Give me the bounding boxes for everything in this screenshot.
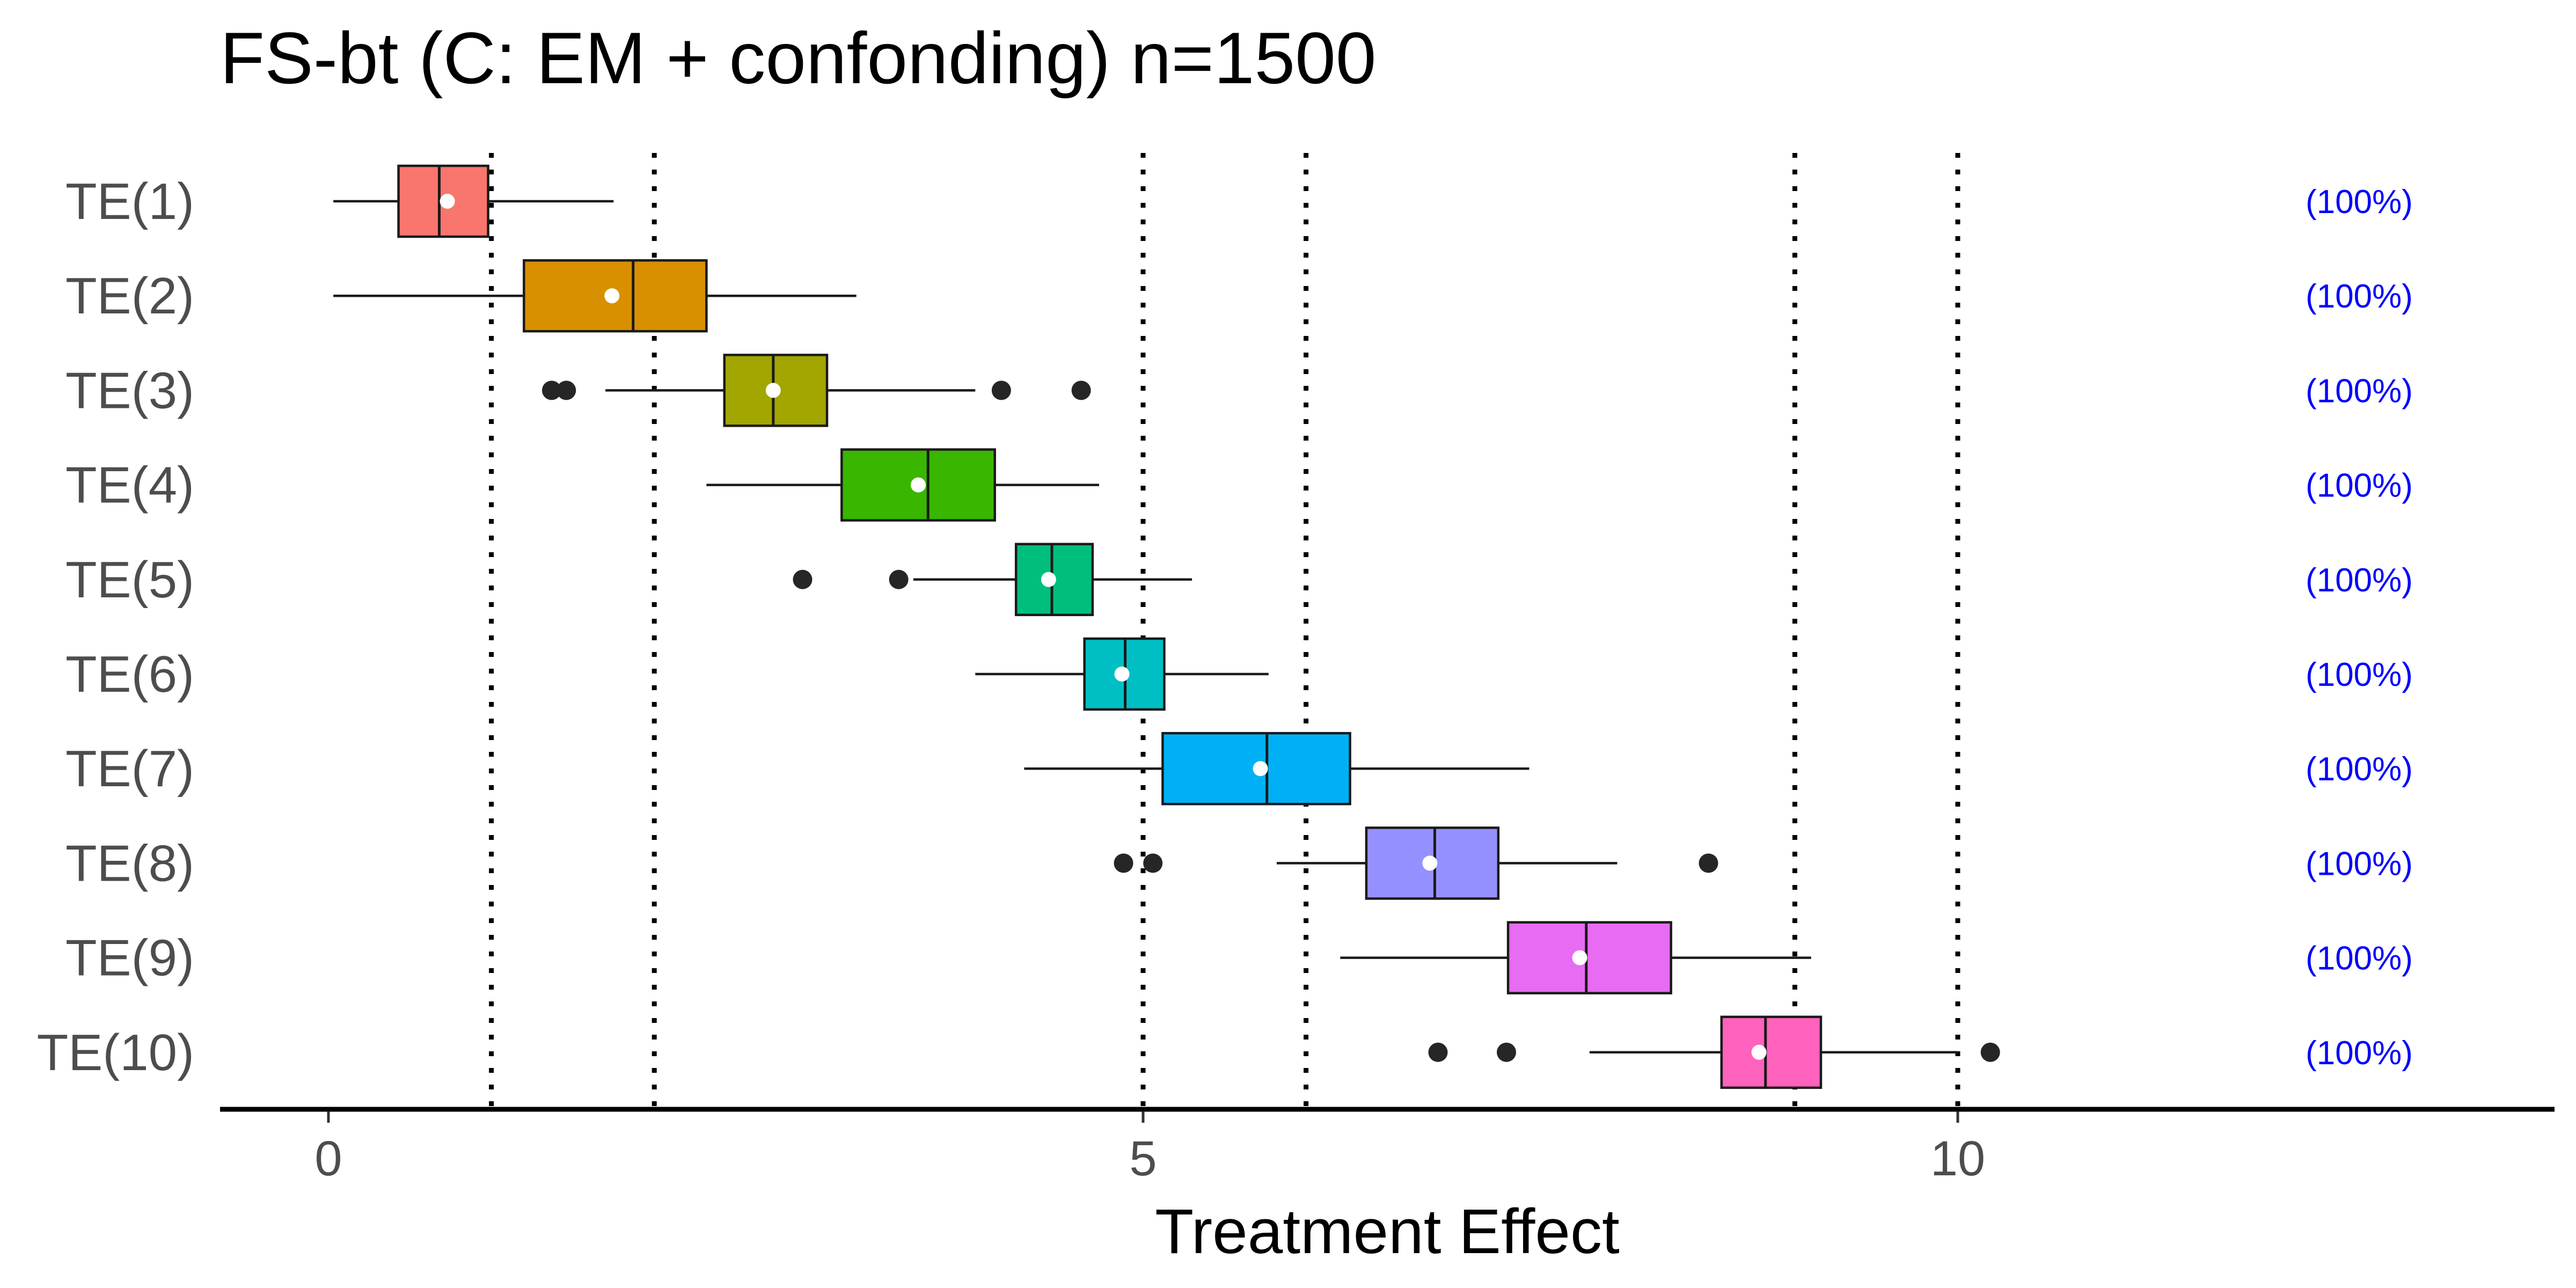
mean-point: [1041, 572, 1056, 587]
box-iqr: [1506, 921, 1672, 994]
annotation-label: (100%): [2306, 372, 2413, 409]
annotation-labels: (100%) (100%) (100%) (100%) (100%) (100%) (100…: [2306, 184, 2413, 1072]
outlier-point: [991, 380, 1011, 400]
category-label: TE(4): [65, 457, 194, 514]
outlier-point: [557, 380, 576, 400]
annotation-label: (100%): [2306, 1035, 2413, 1072]
category-label: TE(10): [37, 1024, 194, 1081]
outlier-point: [793, 569, 813, 589]
outlier-point: [1497, 1042, 1517, 1062]
annotation-label: (100%): [2306, 278, 2413, 315]
box-1: [333, 164, 614, 238]
category-label: TE(1): [65, 173, 194, 230]
annotation-label: (100%): [2306, 184, 2413, 221]
x-tick-label: 5: [1129, 1131, 1157, 1186]
x-tick-label: 0: [314, 1131, 342, 1186]
box-series: [333, 164, 2000, 1089]
box-8: [1114, 826, 1718, 900]
mean-point: [1114, 667, 1130, 682]
category-labels: TE(1) TE(2) TE(3) TE(4) TE(5) TE(6) TE(7) TE(8)…: [37, 173, 194, 1081]
category-label: TE(2): [65, 267, 194, 325]
category-label: TE(6): [65, 646, 194, 703]
box-4: [706, 448, 1100, 522]
box-9: [1340, 921, 1811, 994]
outlier-point: [1699, 853, 1718, 873]
mean-point: [440, 194, 455, 209]
mean-point: [911, 477, 926, 493]
annotation-label: (100%): [2306, 751, 2413, 788]
outlier-point: [1980, 1042, 2000, 1062]
box-7: [1024, 731, 1529, 806]
category-label: TE(5): [65, 551, 194, 609]
category-label: TE(8): [65, 835, 194, 892]
box-10: [1428, 1015, 2000, 1089]
box-3: [541, 354, 1091, 427]
chart-title: FS-bt (C: EM + confonding) n=1500: [220, 17, 1377, 99]
mean-point: [1422, 855, 1438, 871]
annotation-label: (100%): [2306, 467, 2413, 504]
outlier-point: [1143, 853, 1163, 873]
x-axis-title: Treatment Effect: [1155, 1196, 1620, 1267]
annotation-label: (100%): [2306, 845, 2413, 882]
box-6: [975, 637, 1269, 711]
mean-point: [1572, 950, 1587, 965]
outlier-point: [541, 380, 561, 400]
outlier-point: [1428, 1042, 1448, 1062]
box-iqr: [1720, 1015, 1823, 1089]
mean-point: [765, 383, 781, 398]
outlier-point: [889, 569, 909, 589]
outlier-point: [1114, 853, 1133, 873]
x-axis-ticks: 0 5 10: [314, 1111, 1985, 1186]
outlier-point: [1071, 380, 1091, 400]
box-5: [793, 543, 1192, 617]
mean-point: [1253, 761, 1268, 777]
box-2: [333, 259, 857, 333]
annotation-label: (100%): [2306, 940, 2413, 977]
mean-point: [1751, 1044, 1767, 1060]
x-tick-label: 10: [1930, 1131, 1985, 1186]
category-label: TE(3): [65, 362, 194, 419]
annotation-label: (100%): [2306, 656, 2413, 693]
mean-point: [604, 288, 620, 304]
category-label: TE(9): [65, 930, 194, 987]
category-label: TE(7): [65, 740, 194, 797]
annotation-label: (100%): [2306, 562, 2413, 599]
